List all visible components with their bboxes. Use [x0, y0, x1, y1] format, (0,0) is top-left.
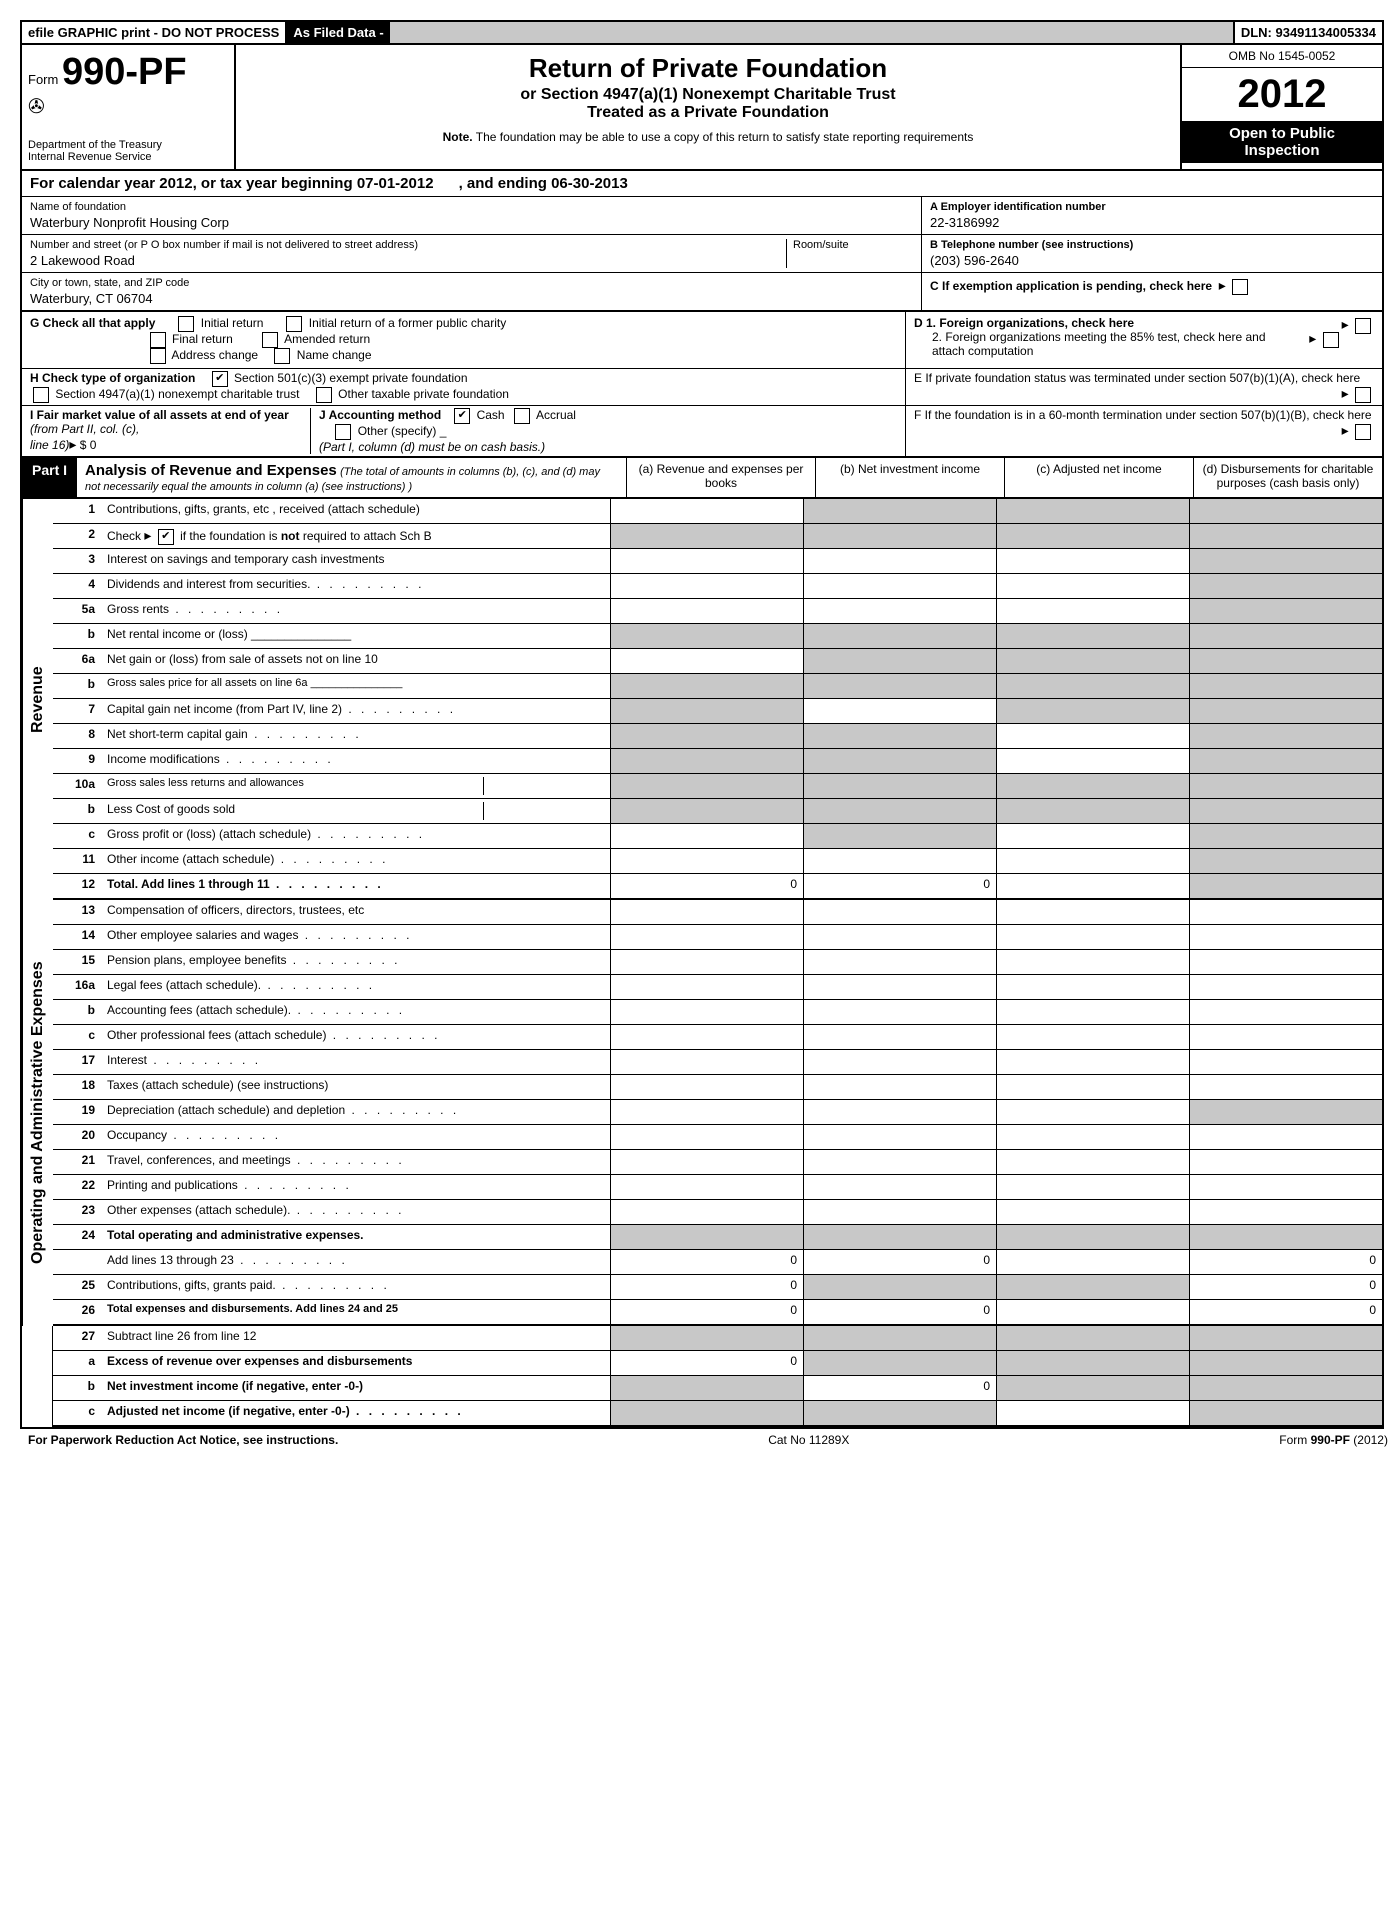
header-left: Form 990-PF ✇ Department of the Treasury…	[22, 45, 236, 169]
part1-header: Part I Analysis of Revenue and Expenses …	[22, 456, 1382, 498]
efile-notice: efile GRAPHIC print - DO NOT PROCESS	[22, 22, 287, 43]
line24-d: 0	[1189, 1250, 1382, 1274]
line27-section: 27Subtract line 26 from line 12 aExcess …	[22, 1326, 1382, 1427]
subtitle-2: Treated as a Private Foundation	[242, 104, 1174, 122]
dept: Department of the Treasury	[28, 139, 228, 151]
ij-left: I Fair market value of all assets at end…	[22, 406, 905, 456]
part-label: Part I	[22, 458, 77, 497]
note-label: Note.	[443, 130, 473, 144]
fmv-value: $ 0	[80, 438, 97, 452]
irs: Internal Revenue Service	[28, 151, 228, 163]
h-other-checkbox[interactable]	[316, 387, 332, 403]
info-right: A Employer identification number 22-3186…	[921, 197, 1382, 310]
part-desc: Analysis of Revenue and Expenses (The to…	[77, 458, 626, 497]
tax-year: 2012	[1182, 68, 1382, 121]
line24-a: 0	[610, 1250, 803, 1274]
ij-row: I Fair market value of all assets at end…	[22, 406, 1382, 456]
form-header: Form 990-PF ✇ Department of the Treasury…	[22, 45, 1382, 171]
line26-a: 0	[610, 1300, 803, 1324]
line24-b: 0	[803, 1250, 996, 1274]
h-501c3-checkbox[interactable]: ✔	[212, 371, 228, 387]
expenses-section: Operating and Administrative Expenses 13…	[22, 900, 1382, 1326]
f-right: F If the foundation is in a 60-month ter…	[905, 406, 1382, 456]
col-c-header: (c) Adjusted net income	[1004, 458, 1193, 497]
line27a-a: 0	[610, 1351, 803, 1375]
d2-checkbox[interactable]	[1323, 332, 1339, 348]
footer-left: For Paperwork Reduction Act Notice, see …	[28, 1433, 338, 1447]
h-row: H Check type of organization ✔ Section 5…	[22, 369, 1382, 406]
info-section: Name of foundation Waterbury Nonprofit H…	[22, 197, 1382, 312]
filler	[390, 22, 1233, 43]
col-d-header: (d) Disbursements for charitable purpose…	[1193, 458, 1382, 497]
phone: (203) 596-2640	[930, 253, 1374, 268]
form-num: 990-PF	[62, 51, 187, 93]
form-page: efile GRAPHIC print - DO NOT PROCESS As …	[20, 20, 1384, 1429]
tel-cell: B Telephone number (see instructions) (2…	[922, 235, 1382, 273]
c-cell: C If exemption application is pending, c…	[922, 273, 1382, 299]
cash-checkbox[interactable]: ✔	[454, 408, 470, 424]
ein: 22-3186992	[930, 215, 1374, 230]
top-bar: efile GRAPHIC print - DO NOT PROCESS As …	[22, 22, 1382, 45]
note: Note. The foundation may be able to use …	[242, 130, 1174, 144]
line26-b: 0	[803, 1300, 996, 1324]
namechange-checkbox[interactable]	[274, 348, 290, 364]
dln: DLN: 93491134005334	[1233, 22, 1382, 43]
calendar-row: For calendar year 2012, or tax year begi…	[22, 171, 1382, 197]
info-left: Name of foundation Waterbury Nonprofit H…	[22, 197, 921, 310]
final-checkbox[interactable]	[150, 332, 166, 348]
schb-checkbox[interactable]: ✔	[158, 529, 174, 545]
e-checkbox[interactable]	[1355, 387, 1371, 403]
initial-checkbox[interactable]	[178, 316, 194, 332]
header-mid: Return of Private Foundation or Section …	[236, 45, 1180, 169]
col-a-header: (a) Revenue and expenses per books	[626, 458, 815, 497]
h-4947-checkbox[interactable]	[33, 387, 49, 403]
name-cell: Name of foundation Waterbury Nonprofit H…	[22, 197, 921, 235]
d1-checkbox[interactable]	[1355, 318, 1371, 334]
note-text: The foundation may be able to use a copy…	[476, 130, 974, 144]
accrual-checkbox[interactable]	[514, 408, 530, 424]
amended-checkbox[interactable]	[262, 332, 278, 348]
footer-mid: Cat No 11289X	[768, 1433, 849, 1447]
revenue-label: Revenue	[22, 499, 53, 900]
as-filed: As Filed Data -	[287, 22, 389, 43]
initial-former-checkbox[interactable]	[286, 316, 302, 332]
city: Waterbury, CT 06704	[30, 291, 913, 306]
other-checkbox[interactable]	[335, 424, 351, 440]
foundation-name: Waterbury Nonprofit Housing Corp	[30, 215, 913, 230]
line27b-b: 0	[803, 1376, 996, 1400]
line25-d: 0	[1189, 1275, 1382, 1299]
col-b-header: (b) Net investment income	[815, 458, 1004, 497]
e-right: E If private foundation status was termi…	[905, 369, 1382, 405]
form-number: Form 990-PF	[28, 51, 228, 94]
line26-d: 0	[1189, 1300, 1382, 1324]
addr-cell: Number and street (or P O box number if …	[22, 235, 921, 273]
h-left: H Check type of organization ✔ Section 5…	[22, 369, 905, 405]
subtitle-1: or Section 4947(a)(1) Nonexempt Charitab…	[242, 86, 1174, 104]
address: 2 Lakewood Road	[30, 253, 786, 268]
c-checkbox[interactable]	[1232, 279, 1248, 295]
f-checkbox[interactable]	[1355, 424, 1371, 440]
expenses-label: Operating and Administrative Expenses	[22, 900, 53, 1326]
footer: For Paperwork Reduction Act Notice, see …	[20, 1429, 1396, 1451]
header-right: OMB No 1545-0052 2012 Open to Public Ins…	[1180, 45, 1382, 169]
revenue-section: Revenue 1Contributions, gifts, grants, e…	[22, 498, 1382, 900]
inspection: Open to Public Inspection	[1182, 121, 1382, 163]
addrchange-checkbox[interactable]	[150, 348, 166, 364]
line25-a: 0	[610, 1275, 803, 1299]
ein-cell: A Employer identification number 22-3186…	[922, 197, 1382, 235]
omb: OMB No 1545-0052	[1182, 45, 1382, 68]
g-left: G Check all that apply Initial return In…	[22, 312, 905, 368]
d-right: D 1. Foreign organizations, check here ▸…	[905, 312, 1382, 368]
line12-a: 0	[610, 874, 803, 898]
city-cell: City or town, state, and ZIP code Waterb…	[22, 273, 921, 310]
line12-b: 0	[803, 874, 996, 898]
form-prefix: Form	[28, 72, 58, 87]
footer-right: Form 990-PF (2012)	[1279, 1433, 1388, 1447]
form-title: Return of Private Foundation	[242, 53, 1174, 84]
g-section: G Check all that apply Initial return In…	[22, 312, 1382, 369]
